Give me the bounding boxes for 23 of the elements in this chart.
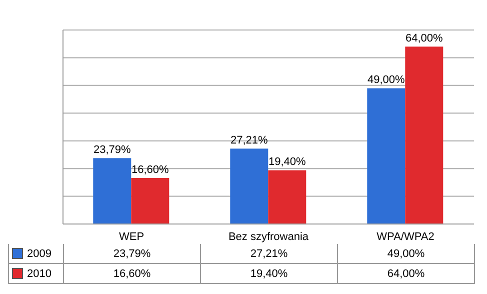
text: 16,60% <box>131 164 169 176</box>
legend-label: 2009 <box>27 248 52 260</box>
bar <box>268 170 306 224</box>
text: 23,79% <box>93 144 131 156</box>
bar <box>367 88 406 224</box>
data-label: 49,00% <box>338 244 475 264</box>
bar <box>405 46 444 224</box>
data-label: 27,21% <box>201 244 338 264</box>
bar <box>131 178 170 224</box>
x-tick-label: WPA/WPA2 <box>376 230 434 243</box>
x-tick-label: WEP <box>118 230 144 243</box>
data-label: 16,60% <box>64 264 201 284</box>
text: 49,00% <box>367 74 405 86</box>
bar <box>93 158 132 224</box>
x-tick-label: Bez szyfrowania <box>228 230 310 243</box>
text: 27,21% <box>230 134 268 147</box>
text: 64,00% <box>405 32 443 45</box>
text: 19,40% <box>268 156 306 168</box>
bar <box>230 148 268 224</box>
legend-label: 2010 <box>27 268 52 280</box>
data-label: 19,40% <box>201 264 338 284</box>
data-label: 23,79% <box>64 244 201 264</box>
data-label: 64,00% <box>338 264 475 284</box>
